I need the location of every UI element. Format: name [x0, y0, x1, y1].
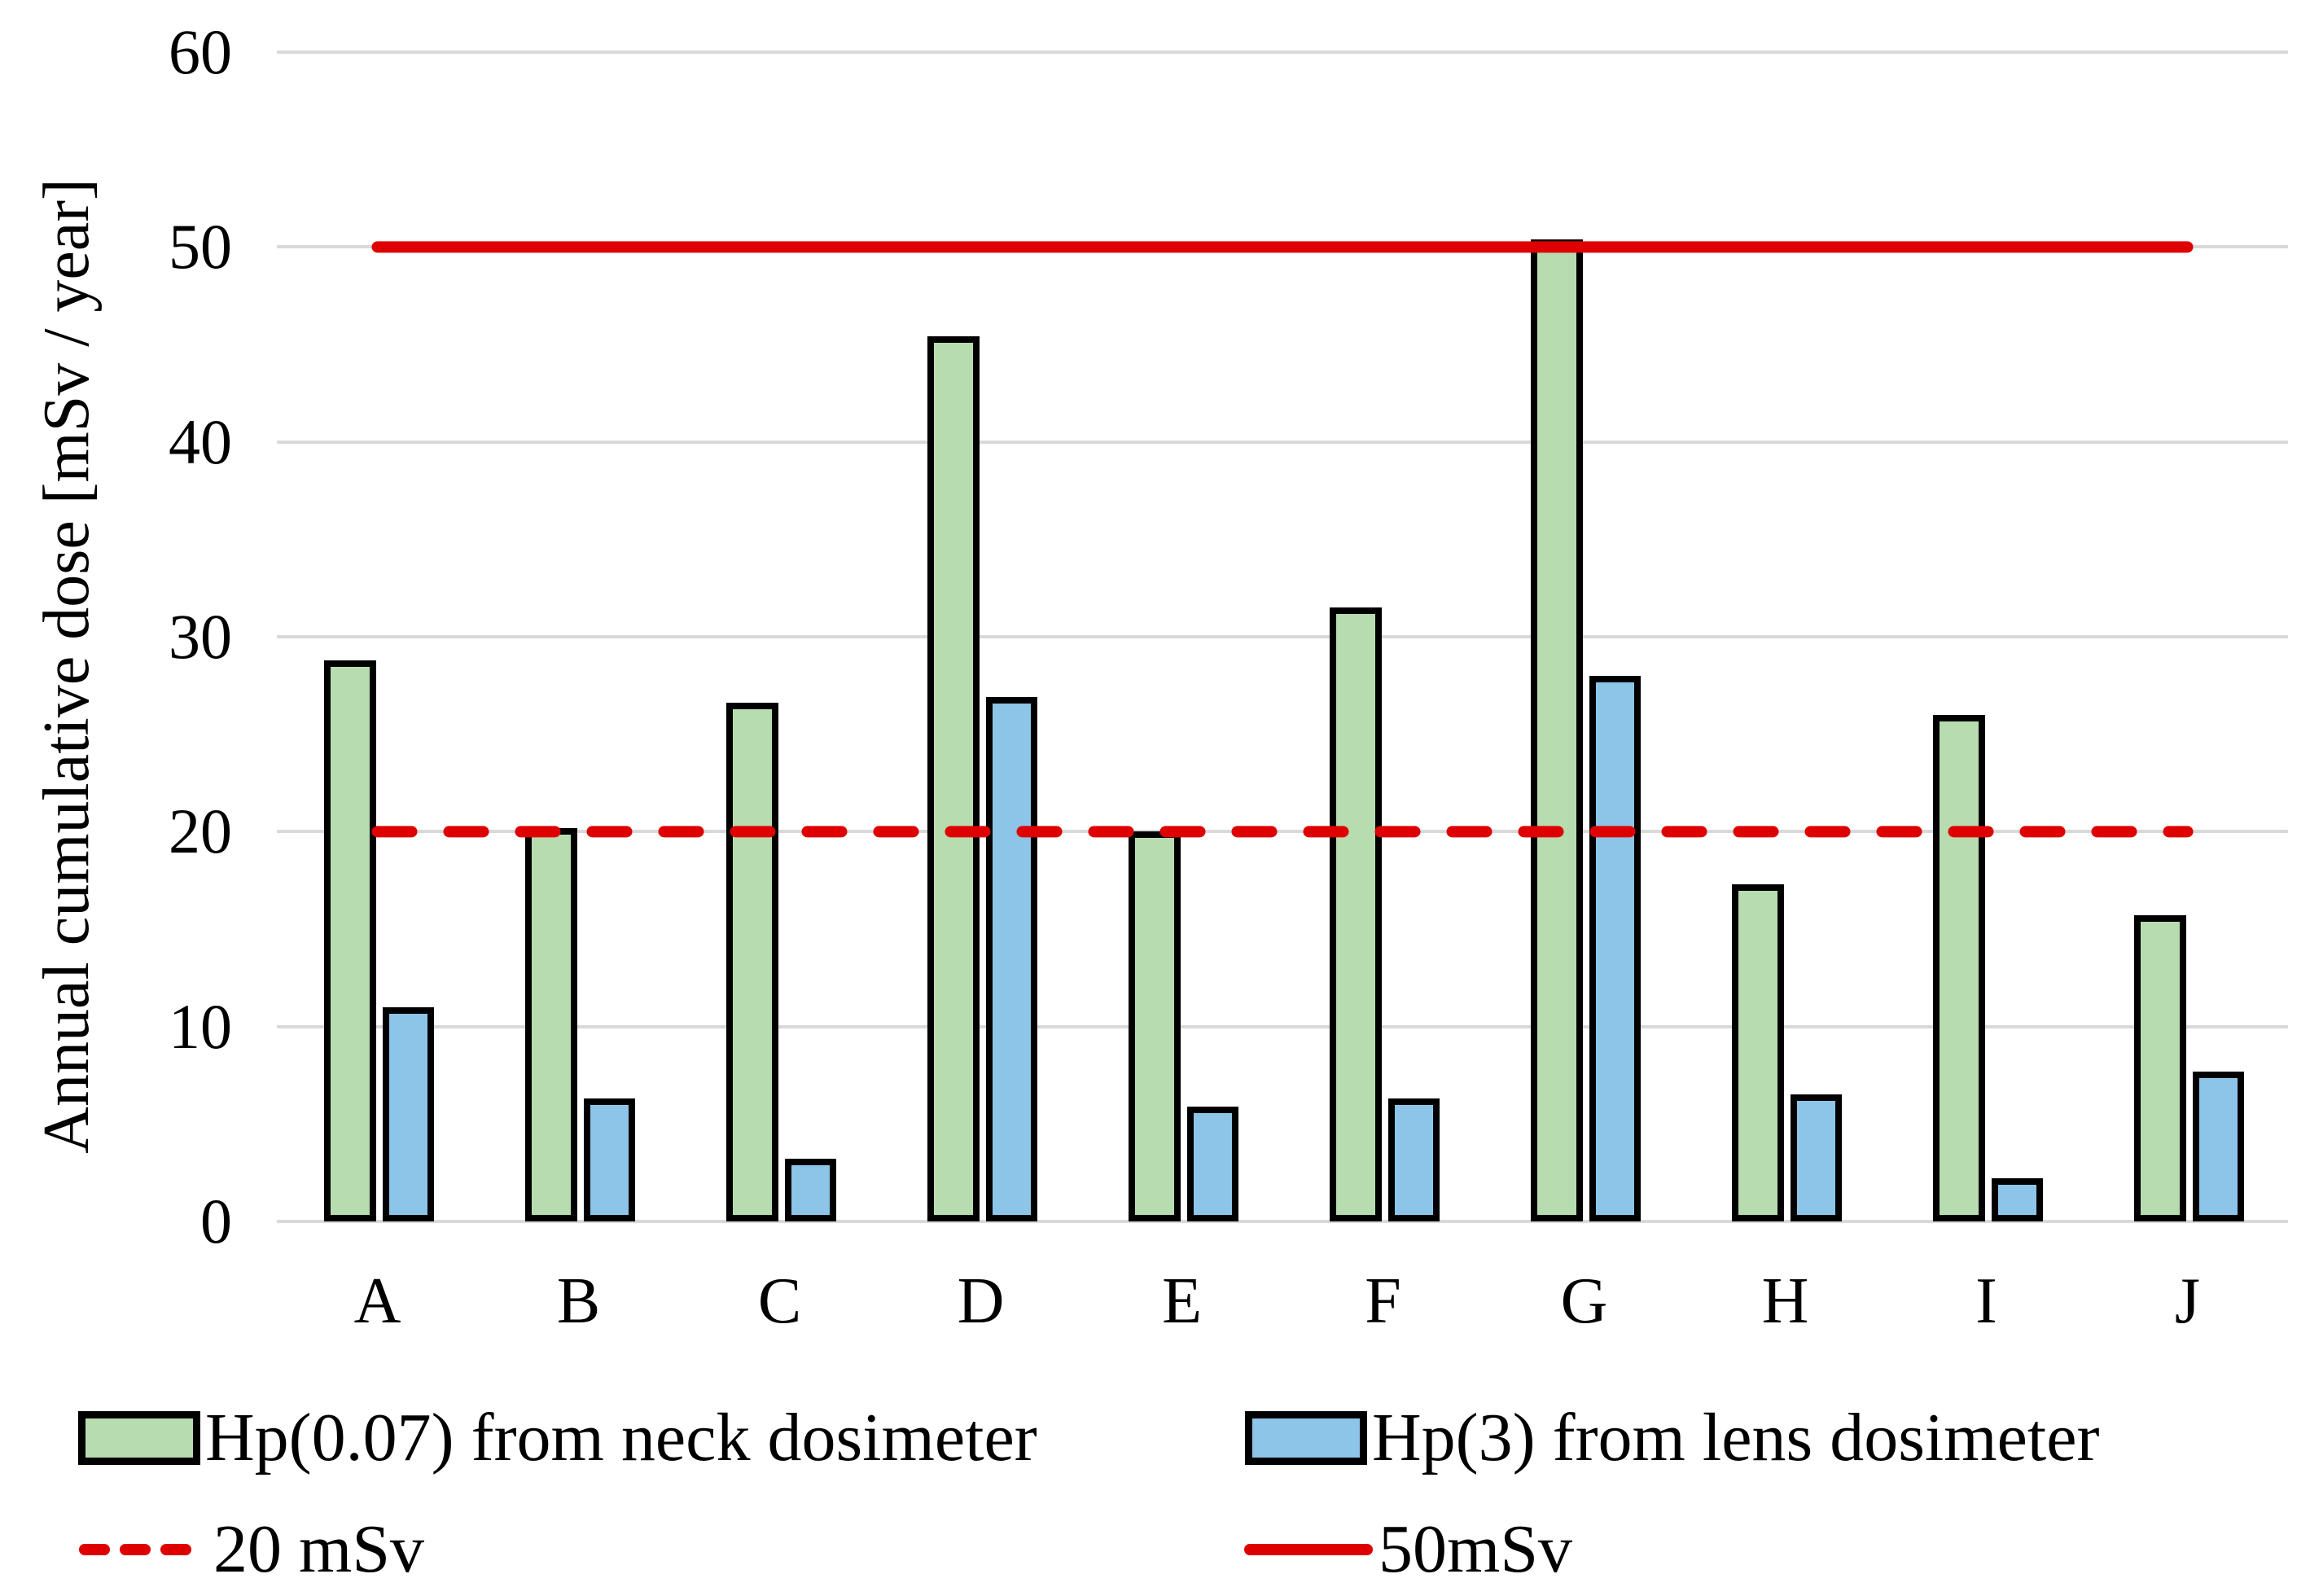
y-tick-label-40: 40	[169, 406, 232, 477]
bar-C-lens	[784, 1159, 836, 1221]
legend-label-limit-50: 50mSv	[1379, 1511, 1573, 1587]
x-category-label-I: I	[1975, 1265, 1997, 1337]
bar-F-neck	[1329, 607, 1382, 1221]
legend-swatch-limit-20	[79, 1544, 191, 1555]
gridline-50	[277, 245, 2288, 249]
legend-swatch-limit-50	[1244, 1544, 1373, 1555]
legend-item-limit-50: 50mSv	[1243, 1513, 1572, 1586]
x-category-label-C: C	[757, 1265, 802, 1337]
bar-H-neck	[1731, 884, 1784, 1221]
y-tick-label-30: 30	[169, 601, 232, 672]
x-category-label-H: H	[1761, 1265, 1809, 1337]
legend-item-neck-series: Hp(0.07) from neck dosimeter	[78, 1401, 1037, 1475]
bar-D-lens	[985, 697, 1037, 1221]
legend-swatch-neck-series	[78, 1411, 200, 1465]
x-category-label-G: G	[1560, 1265, 1608, 1337]
bar-B-neck	[524, 827, 577, 1221]
bar-A-neck	[323, 660, 376, 1221]
bar-J-lens	[2192, 1071, 2244, 1221]
y-tick-label-60: 60	[169, 16, 232, 88]
x-category-label-A: A	[353, 1265, 401, 1337]
bar-G-neck	[1530, 239, 1583, 1221]
bar-J-neck	[2133, 915, 2186, 1221]
bar-F-lens	[1387, 1098, 1440, 1221]
bar-E-neck	[1128, 831, 1181, 1221]
legend-item-limit-20: 20 mSv	[78, 1513, 424, 1586]
bar-E-lens	[1186, 1106, 1238, 1221]
bar-G-lens	[1589, 675, 1641, 1221]
gridline-30	[277, 635, 2288, 638]
x-category-label-E: E	[1162, 1265, 1202, 1337]
bar-D-neck	[927, 336, 980, 1221]
x-category-label-B: B	[556, 1265, 601, 1337]
y-tick-label-50: 50	[169, 211, 232, 283]
y-tick-label-0: 0	[200, 1186, 232, 1256]
legend-label-lens-series: Hp(3) from lens dosimeter	[1372, 1400, 2100, 1475]
bar-B-lens	[583, 1098, 635, 1221]
bar-I-lens	[1991, 1178, 2043, 1221]
gridline-0	[277, 1220, 2288, 1223]
y-tick-label-20: 20	[169, 796, 232, 867]
gridline-10	[277, 1024, 2288, 1028]
legend-label-limit-20: 20 mSv	[213, 1511, 425, 1587]
x-category-label-J: J	[2174, 1265, 2201, 1337]
gridline-20	[277, 830, 2288, 834]
legend-item-lens-series: Hp(3) from lens dosimeter	[1245, 1401, 2099, 1475]
bar-C-neck	[725, 703, 778, 1221]
x-category-label-F: F	[1365, 1265, 1401, 1337]
bar-I-neck	[1932, 714, 1985, 1221]
legend-swatch-lens-series	[1245, 1411, 1367, 1465]
gridline-60	[277, 50, 2288, 55]
legend-label-neck-series: Hp(0.07) from neck dosimeter	[205, 1400, 1037, 1475]
y-tick-label-10: 10	[169, 990, 232, 1062]
x-category-label-D: D	[957, 1265, 1005, 1337]
bar-H-lens	[1790, 1094, 1842, 1221]
gridline-40	[277, 440, 2288, 444]
bar-A-lens	[382, 1006, 434, 1221]
